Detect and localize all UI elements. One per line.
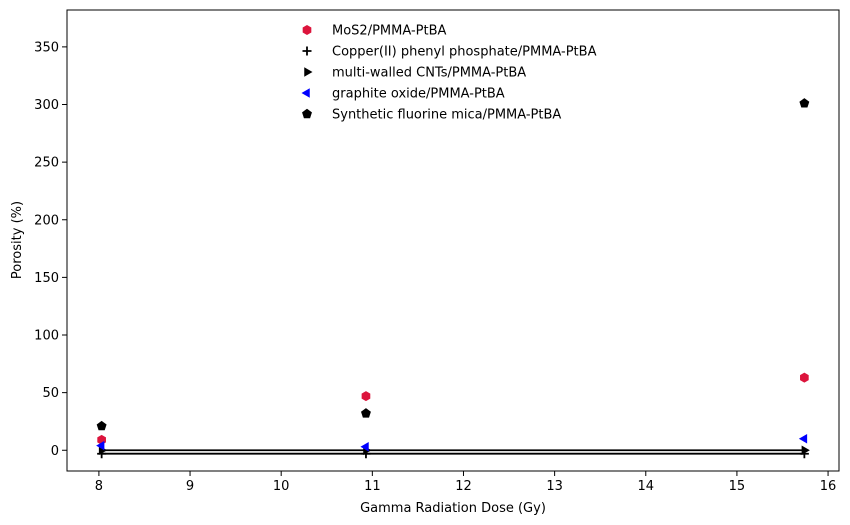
data-point-graphite-oxide-pmma-ptba [360,442,369,452]
y-tick-label: 300 [34,98,59,113]
data-point-multi-walled-cnts-pmma-ptba [801,445,810,456]
x-tick-label: 15 [729,479,746,494]
y-tick-label: 0 [51,444,59,459]
x-tick-label: 14 [637,479,654,494]
y-tick-label: 200 [34,213,59,228]
legend-label: graphite oxide/PMMA-PtBA [332,87,505,102]
y-tick-label: 50 [42,386,59,401]
data-point-synthetic-fluorine-mica-pmma-ptba [361,408,371,418]
y-axis-label: Porosity (%) [10,201,25,279]
data-point-synthetic-fluorine-mica-pmma-ptba [799,98,810,108]
legend-label: Synthetic fluorine mica/PMMA-PtBA [332,108,561,123]
data-point-mos2-pmma-ptba [800,372,809,383]
legend: MoS2/PMMA-PtBA Copper(II) phenyl phosphat… [301,24,597,123]
legend-marker-mos2-pmma-ptba [302,25,312,35]
x-tick-label: 11 [364,479,381,494]
plot-area [67,10,839,471]
data-point-synthetic-fluorine-mica-pmma-ptba [96,420,107,431]
x-axis-label: Gamma Radiation Dose (Gy) [360,501,546,516]
plot-frame [66,9,840,472]
x-tick-label: 16 [820,479,837,494]
legend-label: MoS2/PMMA-PtBA [332,24,446,39]
legend-marker-graphite-oxide-pmma-ptba [301,88,310,98]
data-point-graphite-oxide-pmma-ptba [798,433,808,444]
y-tick-label: 250 [34,156,59,171]
x-tick-label: 9 [186,479,194,494]
y-tick-label: 150 [34,271,59,286]
x-tick-label: 13 [546,479,563,494]
legend-marker-copper-ii-phenyl-phosphate-pmma-ptba [302,46,312,56]
legend-label: Copper(II) phenyl phosphate/PMMA-PtBA [332,45,597,60]
x-tick-label: 12 [455,479,472,494]
x-tick-label: 10 [273,479,290,494]
data-point-mos2-pmma-ptba [361,391,371,402]
x-tick-label: 8 [95,479,103,494]
legend-marker-synthetic-fluorine-mica-pmma-ptba [302,108,312,119]
y-tick-label: 350 [34,40,59,55]
y-tick-label: 100 [34,329,59,344]
data-point-graphite-oxide-pmma-ptba [96,440,105,451]
legend-label: multi-walled CNTs/PMMA-PtBA [332,66,526,81]
legend-marker-multi-walled-cnts-pmma-ptba [304,67,313,77]
